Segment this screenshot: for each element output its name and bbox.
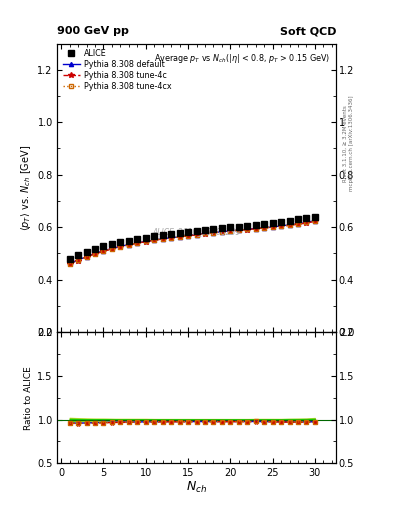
X-axis label: $N_{ch}$: $N_{ch}$ — [186, 480, 207, 496]
Y-axis label: Ratio to ALICE: Ratio to ALICE — [24, 366, 33, 430]
Text: Soft QCD: Soft QCD — [279, 26, 336, 36]
Text: ALICE_2010_S8706239: ALICE_2010_S8706239 — [152, 227, 241, 236]
Text: Rivet 3.1.10, ≥ 3.2M events: Rivet 3.1.10, ≥ 3.2M events — [343, 105, 348, 182]
Text: Average $p_T$ vs $N_{ch}$(|$\eta$| < 0.8, $p_T$ > 0.15 GeV): Average $p_T$ vs $N_{ch}$(|$\eta$| < 0.8… — [154, 52, 331, 65]
Text: 900 GeV pp: 900 GeV pp — [57, 26, 129, 36]
Y-axis label: $\langle p_T \rangle$ vs. $N_{ch}$ [GeV]: $\langle p_T \rangle$ vs. $N_{ch}$ [GeV] — [19, 145, 33, 231]
Text: mcplots.cern.ch [arXiv:1306.3436]: mcplots.cern.ch [arXiv:1306.3436] — [349, 96, 354, 191]
Legend: ALICE, Pythia 8.308 default, Pythia 8.308 tune-4c, Pythia 8.308 tune-4cx: ALICE, Pythia 8.308 default, Pythia 8.30… — [61, 48, 174, 93]
